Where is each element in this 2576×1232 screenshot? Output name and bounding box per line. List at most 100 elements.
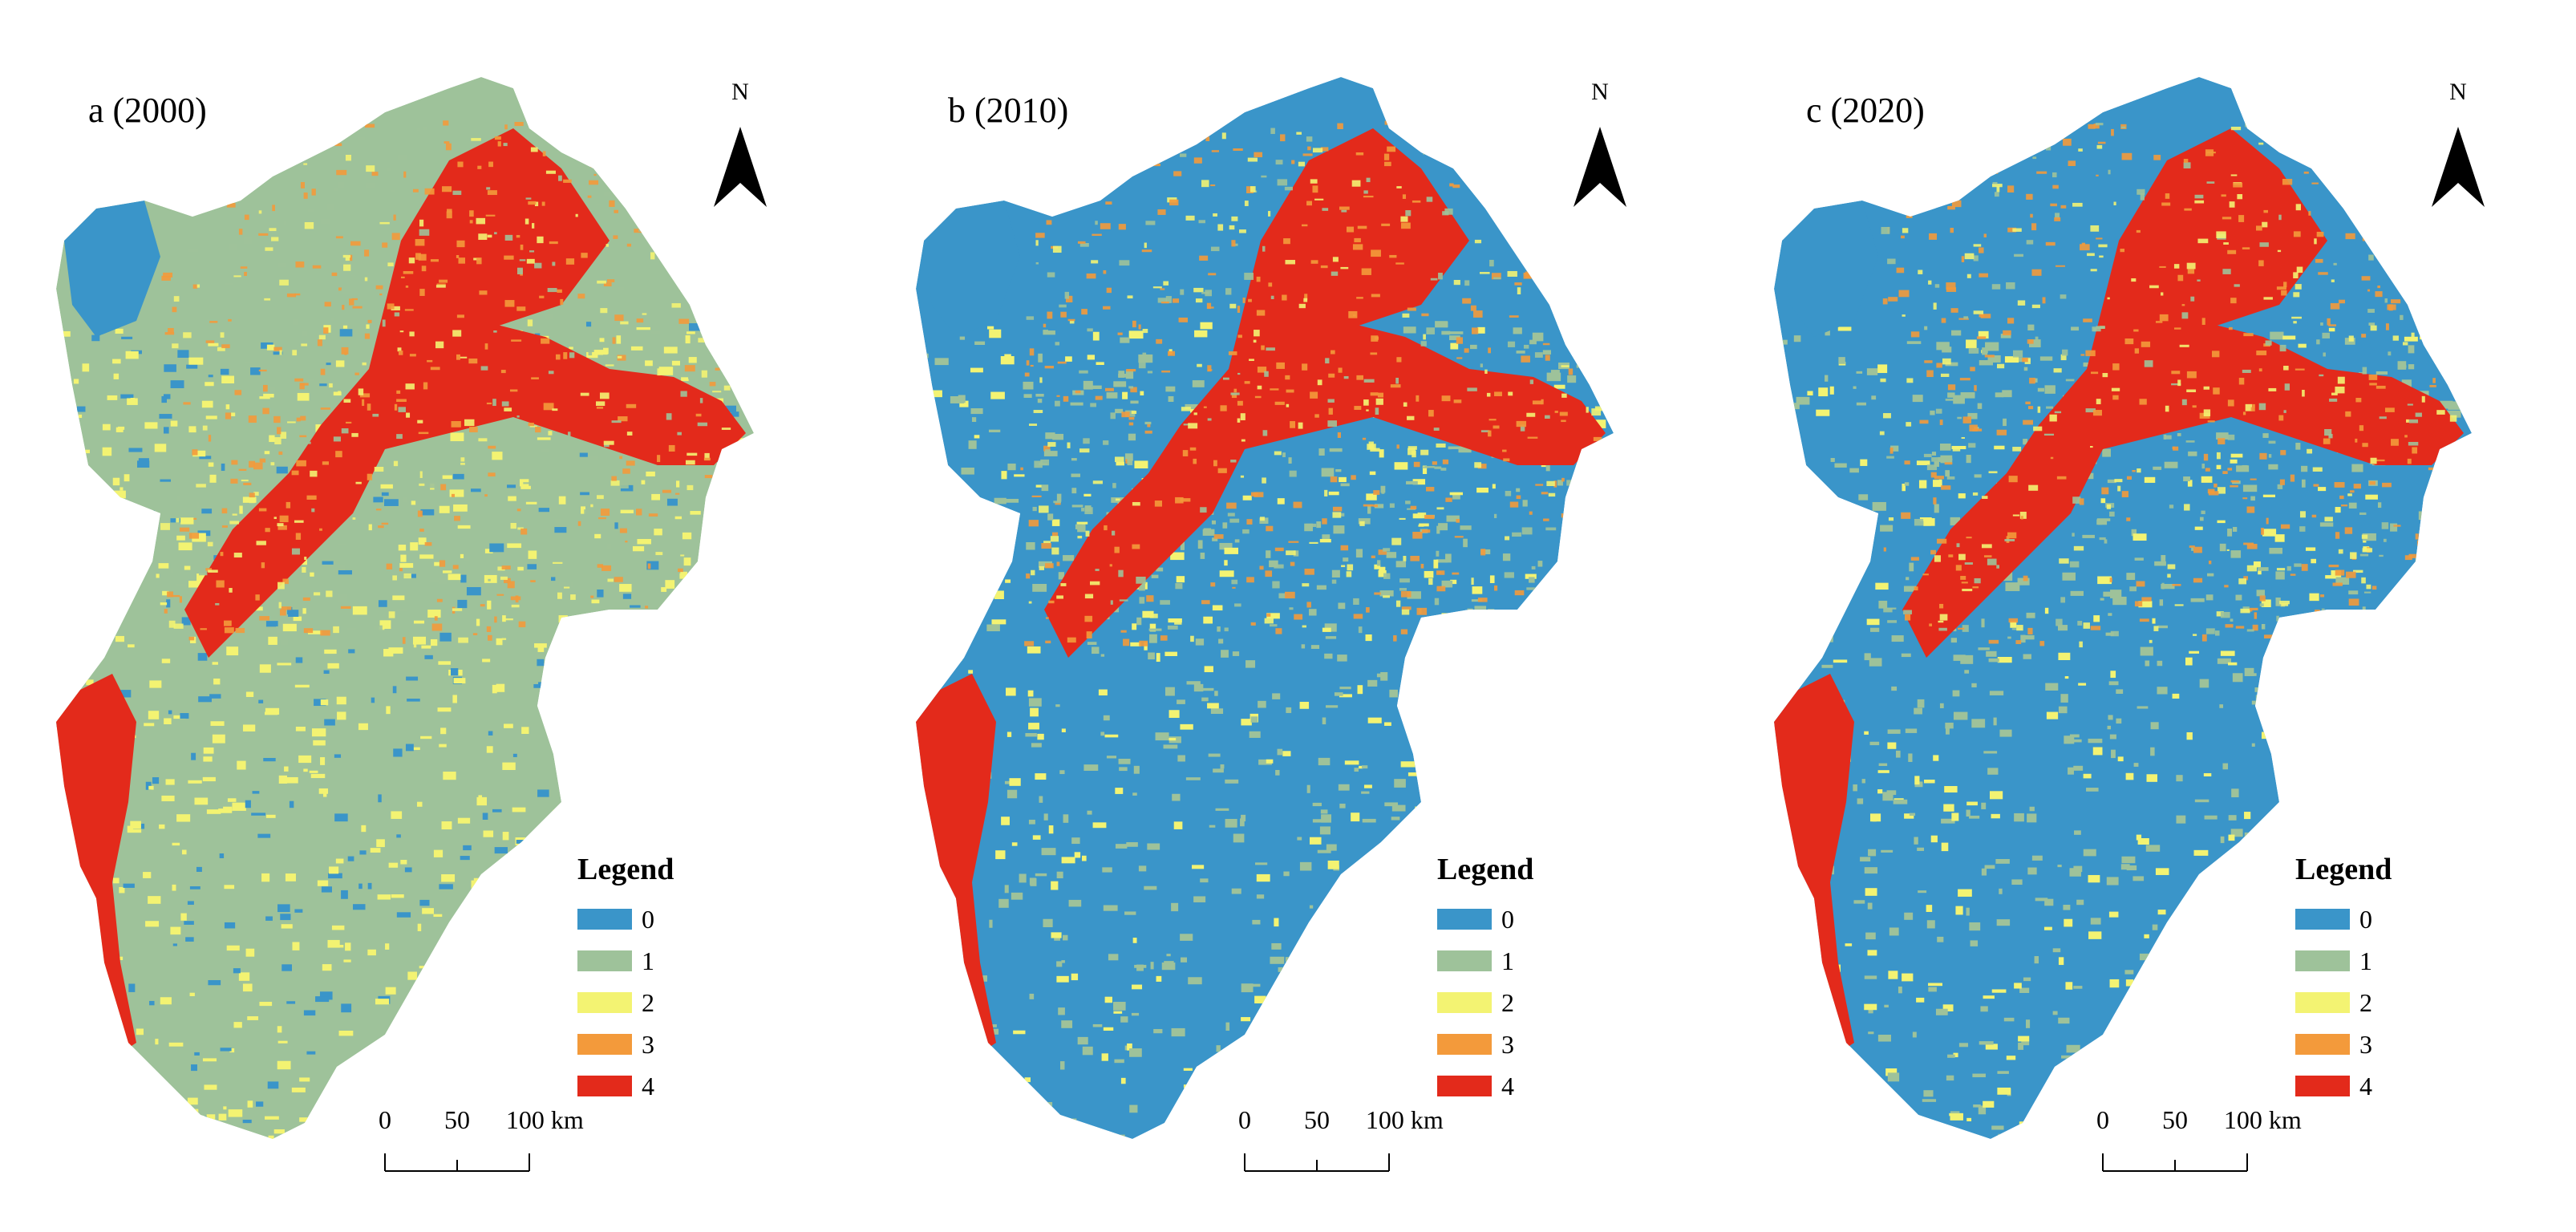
raster-speckle [1195,638,1205,646]
raster-speckle [1217,224,1224,231]
raster-speckle [603,444,610,448]
raster-speckle [2458,1034,2463,1040]
raster-speckle [1989,791,2003,800]
raster-speckle [161,395,167,403]
raster-speckle [1951,330,1962,336]
raster-speckle [443,120,449,126]
raster-speckle [2108,681,2119,686]
raster-speckle [218,140,225,148]
raster-speckle [647,563,651,569]
raster-speckle [1337,123,1343,130]
raster-speckle [2268,387,2277,391]
raster-speckle [1000,355,1015,365]
raster-speckle [123,883,135,888]
raster-speckle [2442,468,2445,476]
raster-speckle [1464,348,1469,353]
raster-speckle [729,580,735,586]
raster-speckle [1603,1084,1614,1092]
raster-speckle [2010,621,2017,628]
raster-speckle [1383,153,1390,160]
raster-speckle [931,591,944,601]
raster-speckle [510,596,521,601]
raster-speckle [2314,630,2323,637]
raster-speckle [557,289,562,293]
raster-speckle [2116,718,2122,724]
raster-speckle [196,484,206,488]
raster-speckle [2404,435,2408,438]
raster-speckle [1868,1031,1874,1035]
raster-speckle [2275,597,2281,606]
raster-speckle [430,638,438,646]
raster-speckle [1426,487,1435,492]
raster-speckle [1063,934,1068,941]
raster-speckle [715,528,721,533]
raster-speckle [1058,572,1064,580]
raster-speckle [1090,403,1096,407]
raster-speckle [383,1068,391,1076]
raster-speckle [1117,332,1123,335]
raster-speckle [1295,1007,1308,1013]
raster-speckle [1207,418,1212,421]
raster-speckle [1877,770,1889,773]
raster-speckle [587,195,592,198]
raster-speckle [1270,624,1278,627]
raster-speckle [1981,618,1985,628]
raster-speckle [352,517,356,520]
raster-speckle [1580,514,1584,518]
raster-speckle [2228,662,2238,666]
raster-speckle [1023,394,1032,398]
raster-speckle [563,179,572,183]
raster-speckle [448,573,461,581]
raster-speckle [1436,525,1440,534]
raster-speckle [181,617,191,626]
raster-speckle [1394,779,1406,788]
raster-speckle [2121,152,2132,160]
raster-speckle [351,298,358,301]
raster-speckle [1930,410,1935,415]
legend-label: 0 [642,904,654,934]
raster-speckle [1383,1045,1399,1053]
raster-speckle [671,303,681,308]
raster-speckle [630,734,636,742]
raster-speckle [304,222,314,229]
north-arrow: N [1572,79,1628,215]
raster-speckle [1995,858,2010,864]
raster-speckle [528,550,537,559]
raster-speckle [696,1096,707,1100]
raster-speckle [477,165,482,169]
raster-speckle [1177,699,1185,704]
raster-speckle [634,229,642,233]
raster-speckle [597,786,613,793]
raster-speckle [1041,484,1049,492]
raster-speckle [2445,351,2451,355]
raster-speckle [2420,336,2428,340]
raster-speckle [651,493,661,500]
raster-speckle [1488,157,1498,163]
raster-speckle [1976,1140,1988,1143]
raster-speckle [1961,256,1965,262]
raster-speckle [1939,444,1951,451]
raster-speckle [1796,649,1809,655]
raster-speckle [1400,761,1416,768]
raster-speckle [1923,518,1935,526]
raster-speckle [533,683,541,688]
raster-speckle [1237,418,1241,423]
raster-speckle [155,1039,159,1045]
raster-speckle [2144,360,2153,367]
raster-speckle [118,426,125,430]
raster-speckle [1280,134,1286,142]
raster-speckle [1347,994,1352,999]
raster-speckle [917,470,929,477]
raster-speckle [1458,446,1472,453]
raster-speckle [1865,888,1877,896]
raster-speckle [1881,849,1894,853]
raster-speckle [2029,377,2035,384]
raster-speckle [2375,788,2386,796]
raster-speckle [1917,205,1924,209]
raster-speckle [192,449,198,456]
raster-speckle [484,549,493,553]
raster-speckle [1303,298,1308,302]
raster-speckle [1944,129,1949,134]
raster-speckle [525,218,529,225]
raster-speckle [713,1101,726,1109]
